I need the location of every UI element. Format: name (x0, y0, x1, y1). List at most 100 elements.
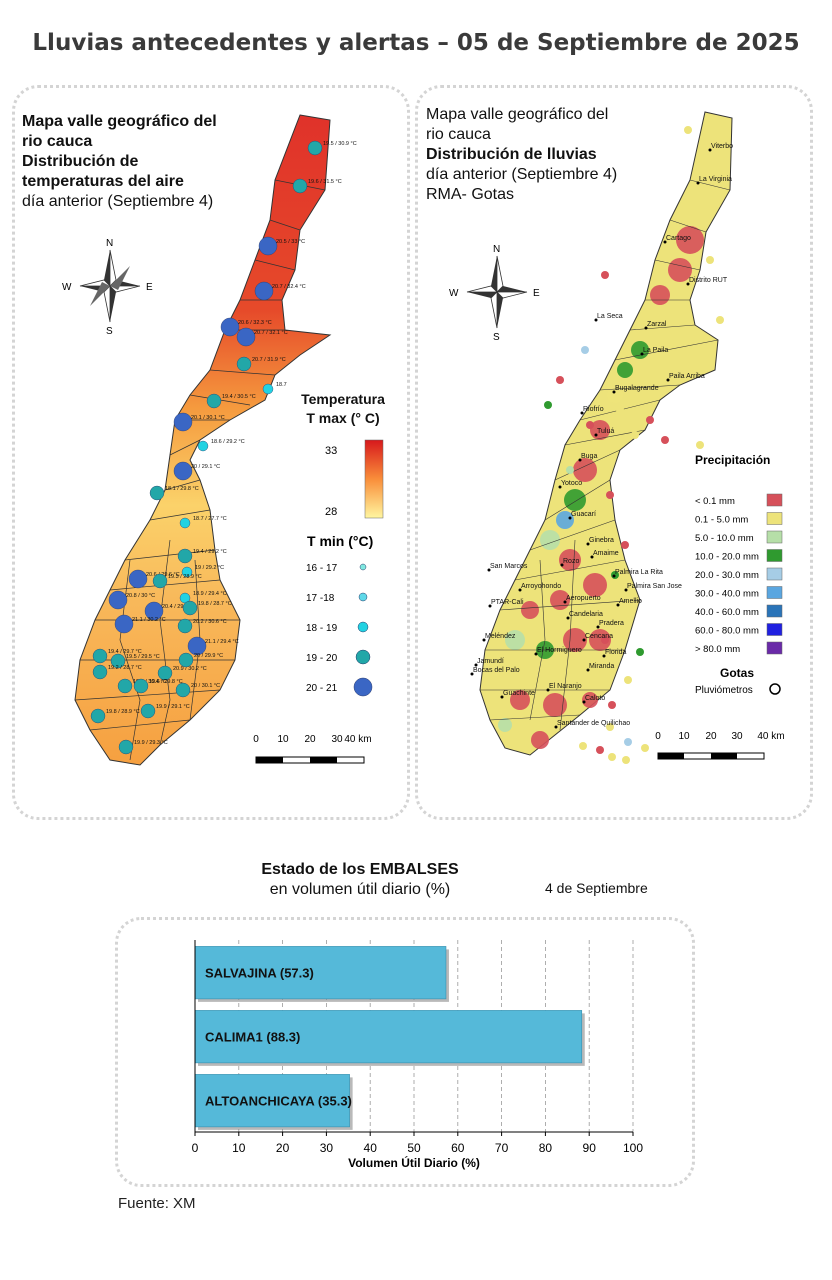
reservoir-panel (115, 917, 695, 1187)
rain-gauge-marker (661, 436, 669, 444)
town-marker (488, 604, 492, 608)
town-label: Bugalagrande (615, 385, 659, 392)
precip-legend-label: 60.0 - 80.0 mm (695, 626, 759, 637)
temperature-station-marker (140, 703, 156, 719)
temperature-station-marker (177, 618, 193, 634)
gotas-item-label: Pluviómetros (695, 685, 753, 696)
town-marker (500, 695, 504, 699)
town-label: Aeropuerto (566, 595, 601, 602)
temperature-station-label: 20.7 / 32.1 °C (254, 330, 288, 336)
rain-class-area (563, 628, 587, 652)
x-tick-label: 10 (232, 1141, 246, 1155)
precip-legend-swatch (766, 530, 783, 544)
temperature-station-label: 20.7 / 31.9 °C (252, 357, 286, 363)
rain-class-area (531, 731, 549, 749)
temperature-station-marker (197, 440, 209, 452)
temperature-station-label: 19.5 / 29.5 °C (126, 654, 160, 660)
rain-gauge-marker (601, 271, 609, 279)
rain-gauge-marker (596, 746, 604, 754)
town-label: Guachinte (503, 690, 535, 697)
temperature-station-marker (92, 648, 108, 664)
rain-gauge-marker (586, 421, 594, 429)
precip-legend-swatch (766, 493, 783, 507)
x-tick-label: 0 (192, 1141, 199, 1155)
town-marker (566, 616, 570, 620)
rain-scale-bar (657, 752, 765, 760)
precip-legend-label: 30.0 - 40.0 mm (695, 589, 759, 600)
temperature-station-marker (177, 548, 193, 564)
temperature-station-marker (128, 569, 148, 589)
town-label: Guacarí (571, 511, 596, 518)
rain-gauge-marker (631, 431, 639, 439)
x-tick-label: 80 (539, 1141, 553, 1155)
svg-text:S: S (493, 332, 500, 343)
rain-gauge-marker (616, 406, 624, 414)
rain-gauge-marker (696, 441, 704, 449)
town-marker (612, 390, 616, 394)
rain-class-area (510, 690, 530, 710)
rain-gauge-marker (556, 376, 564, 384)
compass-south-label: S (106, 326, 113, 337)
temperature-station-label: 18.9 / 29.4 °C (193, 591, 227, 597)
rain-gauge-marker (608, 753, 616, 761)
rain-gauge-marker (706, 256, 714, 264)
rain-gauge-marker (716, 316, 724, 324)
rain-class-area (607, 387, 623, 403)
town-label: Cartago (666, 235, 691, 242)
town-label: La Virginia (699, 176, 732, 183)
temperature-station-marker (236, 327, 256, 347)
reservoir-bar-label: CALIMA1 (88.3) (205, 1030, 300, 1045)
town-label: Buga (581, 453, 597, 460)
precip-legend-swatch (766, 641, 783, 655)
rain-gauge-marker (641, 744, 649, 752)
rain-gauge-marker (614, 621, 622, 629)
temperature-station-marker (108, 590, 128, 610)
rain-gauge-marker (646, 416, 654, 424)
rain-gauge-marker (566, 466, 574, 474)
town-label: Paila Arriba (669, 373, 705, 380)
precip-legend-swatch (766, 604, 783, 618)
temperature-station-marker (307, 140, 323, 156)
temperature-station-label: 18.7 (276, 382, 287, 388)
town-marker (602, 654, 606, 658)
temperature-station-label: 19.8 / 28.7 °C (198, 601, 232, 607)
precip-legend-swatch (766, 549, 783, 562)
temperature-station-label: 20.9 / 30.2 °C (173, 666, 207, 672)
town-label: Amellio (619, 598, 642, 605)
temperature-station-marker (206, 393, 222, 409)
rain-gauge-marker (624, 676, 632, 684)
x-axis-title: Volumen Útil Diario (%) (348, 1155, 480, 1170)
town-marker (546, 688, 550, 692)
town-label: Cencana (585, 633, 613, 640)
town-label: Amaime (593, 550, 619, 557)
scale-label: 40 km (757, 731, 784, 742)
rain-map-panel (415, 85, 813, 820)
temperature-station-label: 18.7 / 27.7 °C (193, 516, 227, 522)
rain-class-area (676, 226, 704, 254)
town-marker (554, 725, 558, 729)
temperature-station-marker (152, 573, 168, 589)
temperature-station-label: 19.8 / 28.9 °C (106, 709, 140, 715)
svg-text:E: E (533, 288, 540, 299)
temperature-station-label: 19.2 / 28.7 °C (108, 665, 142, 671)
temperature-station-label: 20.4 / 29.5 °C (162, 604, 196, 610)
town-marker (590, 555, 594, 559)
temperature-station-label: 20.2 / 30.6 °C (193, 619, 227, 625)
temperature-station-label: 19 / 29.2 °C (195, 565, 224, 571)
temperature-station-marker (182, 600, 198, 616)
rain-map-title: Mapa valle geográfico del rio cauca Dist… (426, 106, 618, 203)
rain-gauge-marker (544, 401, 552, 409)
temperature-station-marker (157, 665, 173, 681)
rain-class-area (582, 692, 598, 708)
reservoir-bar (194, 946, 447, 1000)
rain-gauge-marker (684, 126, 692, 134)
temperature-station-marker (92, 664, 108, 680)
rain-class-area (498, 718, 512, 732)
rain-gauge-marker (606, 491, 614, 499)
precip-legend-label: 10.0 - 20.0 mm (695, 552, 759, 563)
town-label: Zarzal (647, 321, 667, 328)
town-label: Florida (605, 649, 627, 656)
